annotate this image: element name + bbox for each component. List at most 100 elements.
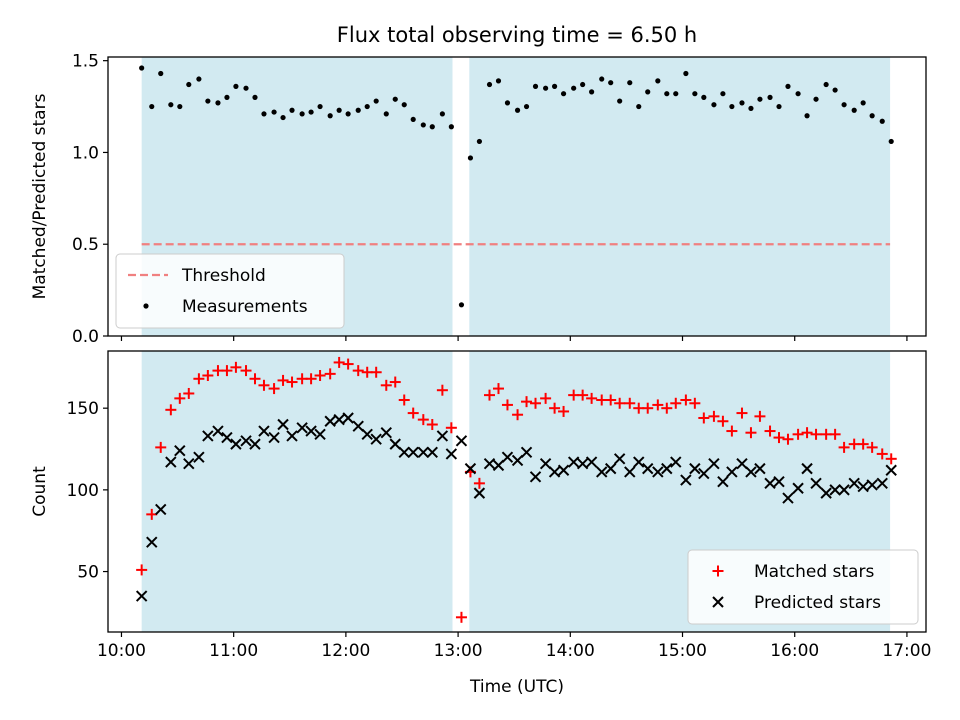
point-measurements-29 [401, 102, 407, 108]
point-matched-stars-10 [221, 365, 233, 377]
point-predicted-stars-41-b [511, 454, 524, 467]
point-measurements-6 [186, 81, 192, 88]
point-matched-stars-52 [614, 397, 626, 409]
point-predicted-stars-77-b [848, 477, 860, 490]
point-predicted-stars-71 [792, 482, 804, 494]
point-predicted-stars-29 [398, 446, 410, 458]
point-predicted-stars-72 [801, 462, 813, 475]
point-matched-stars-41 [512, 409, 524, 421]
point-matched-stars-61 [698, 412, 710, 424]
point-measurements-52 [617, 98, 623, 104]
point-matched-stars-27 [380, 379, 392, 391]
legend-label-1: Threshold [181, 266, 266, 286]
y-tick-label-1: 0.0 [72, 327, 99, 347]
point-measurements-67 [757, 96, 763, 102]
point-predicted-stars-29-b [398, 446, 410, 458]
point-measurements-72 [804, 113, 810, 119]
point-matched-stars-26 [370, 366, 382, 378]
point-matched-stars-70 [782, 433, 794, 445]
point-matched-stars-65 [736, 407, 748, 419]
point-predicted-stars-80 [876, 477, 888, 490]
point-predicted-stars-11 [230, 438, 242, 450]
point-predicted-stars-81 [885, 464, 897, 476]
point-predicted-stars-71-b [792, 482, 804, 494]
point-predicted-stars-62-b [708, 458, 720, 470]
point-matched-stars-38 [484, 389, 496, 401]
point-predicted-stars-51 [604, 462, 617, 475]
point-predicted-stars-33 [436, 430, 449, 442]
x-tick-label-5: 14:00 [546, 641, 595, 661]
point-predicted-stars-60-b [689, 462, 701, 475]
point-predicted-stars-23-b [342, 412, 354, 424]
point-measurements-51 [608, 80, 614, 86]
point-predicted-stars-76-b [838, 484, 850, 496]
point-predicted-stars-59 [680, 474, 692, 486]
point-matched-stars-76 [838, 441, 850, 453]
y-axis-label: Matched/Predicted stars [30, 93, 50, 299]
point-matched-stars-14 [258, 379, 270, 391]
x-axis-label: Time (UTC) [469, 677, 564, 697]
point-measurements-77 [851, 107, 857, 113]
x-tick-label-2: 11:00 [209, 641, 258, 661]
point-predicted-stars-53 [624, 466, 636, 478]
bottom-panel: 10:00 11:00 12:00 13:00 14:00 15:00 16:00 17:00… [30, 350, 931, 697]
point-predicted-stars-5 [174, 444, 186, 457]
point-matched-stars-60 [689, 397, 701, 409]
point-matched-stars-1 [136, 564, 148, 576]
point-measurements-46 [560, 91, 567, 97]
point-predicted-stars-45 [548, 466, 561, 478]
point-predicted-stars-55-b [642, 462, 654, 475]
point-predicted-stars-31 [417, 446, 430, 458]
point-matched-stars-66 [745, 427, 757, 439]
point-predicted-stars-56-b [652, 466, 664, 478]
point-predicted-stars-75 [829, 484, 841, 496]
point-matched-stars-7 [193, 373, 205, 385]
point-measurements-10 [224, 94, 230, 100]
point-measurements-55 [645, 89, 651, 95]
point-predicted-stars-20 [314, 428, 326, 441]
point-predicted-stars-42 [520, 446, 533, 458]
point-measurements-23 [345, 111, 351, 117]
point-predicted-stars-47-b [567, 456, 580, 468]
point-predicted-stars-12 [240, 435, 252, 447]
point-measurements-71 [795, 91, 801, 97]
point-matched-stars-21 [324, 368, 336, 380]
point-measurements-49 [589, 89, 595, 95]
point-predicted-stars-73-b [810, 477, 822, 490]
point-predicted-stars-39 [492, 459, 505, 472]
point-matched-stars-34 [445, 422, 457, 434]
point-predicted-stars-49-b [585, 456, 598, 468]
point-measurements-35 [458, 302, 465, 308]
point-measurements-60 [692, 91, 698, 97]
point-matched-stars-5 [174, 392, 186, 404]
point-predicted-stars-19-b [305, 425, 317, 437]
point-predicted-stars-8-b [202, 430, 214, 442]
point-measurements-21 [327, 113, 333, 119]
point-predicted-stars-38-b [483, 458, 496, 470]
point-measurements-79 [869, 113, 875, 119]
point-measurements-24 [355, 107, 361, 113]
point-predicted-stars-1-b [135, 590, 148, 602]
point-predicted-stars-72-b [801, 462, 813, 475]
point-matched-stars-13 [249, 373, 261, 385]
point-predicted-stars-68 [764, 477, 776, 490]
point-predicted-stars-21-b [324, 415, 336, 427]
point-predicted-stars-74 [820, 487, 832, 499]
point-predicted-stars-69 [773, 475, 785, 488]
point-matched-stars-63 [717, 415, 729, 427]
point-matched-stars-16 [277, 374, 289, 386]
point-predicted-stars-46-b [557, 464, 570, 476]
point-predicted-stars-25 [361, 428, 373, 441]
point-predicted-stars-4 [165, 456, 177, 468]
point-predicted-stars-18-b [296, 422, 308, 434]
point-predicted-stars-11-b [230, 438, 242, 450]
point-predicted-stars-22-b [333, 413, 345, 426]
point-matched-stars-43 [530, 397, 542, 409]
point-predicted-stars-44-b [539, 458, 552, 470]
point-measurements-45 [551, 83, 558, 89]
point-predicted-stars-52 [613, 453, 626, 465]
point-predicted-stars-39-b [492, 459, 505, 472]
point-measurements-47 [571, 85, 577, 91]
point-predicted-stars-36-b [464, 462, 477, 475]
legend-label-2: Measurements [182, 297, 308, 317]
